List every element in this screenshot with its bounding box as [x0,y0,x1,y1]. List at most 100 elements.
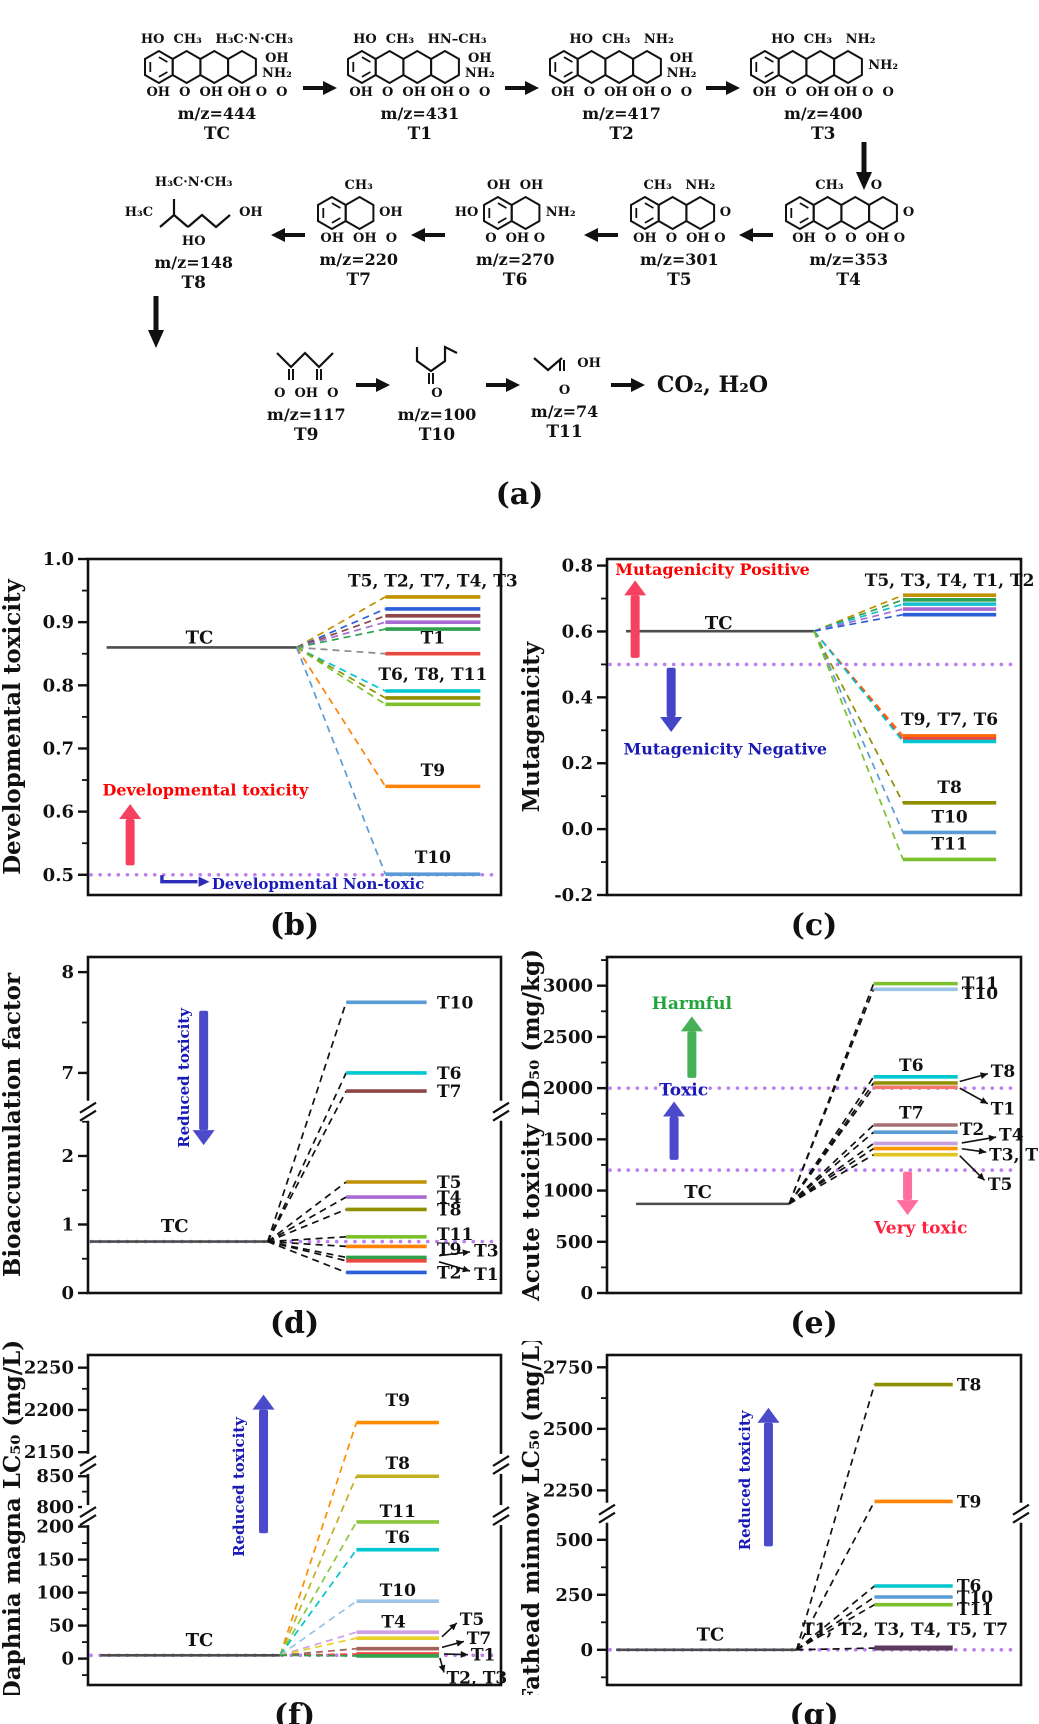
formula-label: OH O O OH O [792,231,906,247]
compound-T1: HO CH₃ HN–CH₃ OH NH₂ OH O OH OH O O m/z=431 T… [339,31,501,144]
tick-label: 1000 [543,1181,593,1202]
reaction-arrow-right [504,81,539,96]
annotation-text: T11 [437,1225,473,1245]
tick-label: 0.2 [562,753,593,774]
formula-label: NH₂ [868,58,899,74]
fat-arrow-shaft [666,667,676,717]
axis-break-mark [79,1462,97,1475]
aromatic-bond [158,70,168,78]
formula-label: NH₂ [464,65,495,81]
plot-border [86,955,503,1295]
formula-label: OH [669,51,694,67]
annotation-text: T3, T9 [989,1146,1039,1166]
tick-label: 500 [555,1530,593,1551]
connector-line [296,646,386,705]
molecule-structure [750,49,864,84]
connector-line [296,646,386,655]
annotation-text: T10 [380,1581,416,1601]
tick-label: 2000 [543,1078,593,1099]
formula-label: OH OH [487,178,544,194]
fat-arrow-head [680,1016,703,1032]
formula-label: OH O OH OH O O [551,84,693,100]
arrow-head [583,227,598,242]
connector-line [279,1549,358,1656]
connector-line [279,1600,357,1656]
reaction-arrow-right [610,378,645,393]
ring [227,49,257,84]
annotation-text: TC [697,1624,725,1645]
pointer-arrow-head [978,1147,987,1155]
fat-arrow-shaft [259,1409,269,1534]
annotation-text: T4 [999,1126,1024,1146]
reaction-arrow-left [739,227,774,242]
molecule-row: OH [528,344,601,384]
chart-figure-acute-toxicity: Acute toxicity LD₅₀ (mg/kg) 0 500 1000 1500 2… [518,943,1039,1341]
reaction-arrow-right [486,378,521,393]
formula-label: HO CH₃ HN–CH₃ [353,31,487,47]
formula-label: OH NH₂ [262,51,292,81]
annotation-text: TC [186,627,214,648]
fat-arrow-shaft [630,595,640,658]
fat-arrow-shaft [687,1031,697,1078]
annotation-text: Harmful [652,994,733,1014]
ring [812,196,843,231]
axis-break-mark [492,1101,510,1114]
arrow-head [630,378,645,393]
axis-break-mark [79,1514,97,1526]
formula-label: OH [379,205,403,220]
molecule-row [407,341,467,387]
mz-label: m/z=270 [475,250,555,270]
compound-name: T1 [407,123,433,144]
y-axis-label: Fathead minnow LC₅₀ (mg/L) [519,1341,545,1695]
pointer-arrow-head [449,1622,457,1631]
connector-line [813,608,904,632]
caption-f: (f) [273,1698,316,1724]
tick-label: 0 [580,1283,593,1303]
annotation-text: T2, T3 [446,1669,507,1689]
connector-line [267,1181,347,1243]
mz-label: m/z=431 [380,103,460,123]
annotation-text: T9 [957,1492,981,1512]
connector-line [295,647,387,875]
reaction-arrow-right [355,378,390,393]
annotation-text: T6 [386,1528,410,1548]
annotation-text: T5, T2, T7, T4, T3 [348,571,518,591]
connector-line [267,1240,347,1262]
axis-break-mark [79,1506,97,1518]
aromatic-bond [799,202,809,209]
compound-TC: HO CH₃ H₃C·N·CH₃ OH NH₂ OH O OH OH O O m/z=4… [135,32,299,144]
annotation-text: T10 [931,808,967,828]
compound-name: T3 [811,123,836,144]
annotation-text: T11 [931,835,967,855]
annotation-text: T5 [988,1175,1012,1195]
mutagenicity-chart: Mutagenicity -0.2 0.0 0.2 0.4 0.6 0.8 TC T5, T3,… [518,556,1035,906]
molecule-structure [483,196,541,231]
axis-break-mark [79,1109,97,1122]
molecule-structure [144,49,257,84]
molecule-structure [415,345,458,384]
mz-label: m/z=148 [154,253,234,273]
annotation-text: T7 [437,1082,461,1102]
annotation-text: T7 [899,1104,923,1124]
tick-label: -0.2 [554,885,593,905]
fat-arrow-head [757,1407,780,1423]
connector-line [279,1475,358,1656]
formula-label: O [902,205,915,221]
axis-break-mark [492,1454,510,1467]
connector-line [279,1647,357,1657]
formula-label: NH₂ [545,205,576,221]
compound-name: T2 [609,123,634,144]
annotation-text: T5, T3, T4, T1, T2 [865,571,1035,591]
ring [347,49,377,84]
fat-arrow-head [660,716,683,732]
fat-arrow-shaft [903,1171,913,1201]
formula-label: OH [265,51,289,67]
ring [374,49,405,84]
connector-line [788,1131,875,1205]
fathead-minnow-lc50-chart: Fathead minnow LC₅₀ (mg/L) 0 250 500 2250 250… [518,1335,1030,1705]
elbow-arrow-head [198,876,210,887]
reaction-arrow-right [303,81,338,96]
tick-label: 850 [36,1466,74,1487]
ring [144,49,174,84]
